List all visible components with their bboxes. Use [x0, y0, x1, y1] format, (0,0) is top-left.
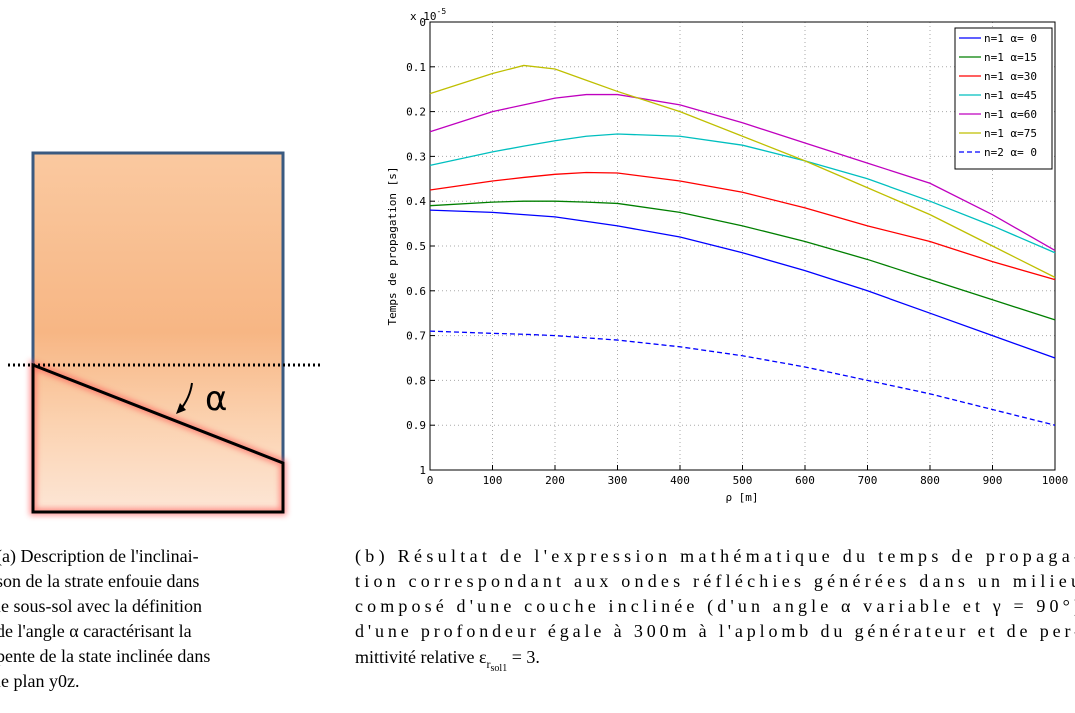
plot-frame: [429, 21, 1056, 471]
y-tick-label: 0.9: [406, 419, 426, 432]
legend-label: n=1 α=60: [984, 108, 1037, 121]
series-line: [429, 171, 1056, 281]
caption-a: (a) Description de l'inclinai-son de la …: [0, 546, 210, 691]
diagram: α: [8, 151, 320, 516]
caption-line: le sous-sol avec la définition: [0, 596, 202, 616]
caption-line: tion correspondant aux ondes réfléchies …: [355, 571, 1075, 591]
multiplier-exponent: -5: [437, 7, 447, 16]
multiplier-base: x 10: [410, 10, 437, 23]
caption-text: = 3.: [507, 647, 540, 667]
multiplier: x 10-5: [410, 7, 446, 23]
x-tick-label: 0: [427, 474, 434, 487]
x-axis-label: ρ [m]: [725, 491, 758, 504]
angle-label: α: [205, 379, 227, 419]
x-tick-label: 600: [795, 474, 815, 487]
legend-label: n=1 α= 0: [984, 32, 1037, 45]
caption-line: (a) Description de l'inclinai-: [0, 546, 199, 567]
series-line: [429, 64, 1056, 278]
y-tick-label: 0.4: [406, 195, 426, 208]
y-tick-label: 0.1: [406, 61, 426, 74]
arrow-head: [176, 403, 186, 414]
x-tick-label: 900: [983, 474, 1003, 487]
y-tick-label: 0.3: [406, 150, 426, 163]
series-line: [429, 93, 1056, 252]
caption-line: composé d'une couche inclinée (d'un angl…: [355, 596, 1075, 617]
caption-subsub: sol1: [491, 663, 508, 674]
x-tick-label: 700: [858, 474, 878, 487]
y-tick-label: 1: [419, 464, 426, 477]
stratum-box: [31, 151, 285, 514]
y-tick-label: 0.5: [406, 240, 426, 253]
series-line: [429, 209, 1056, 359]
caption-line: d'une profondeur égale à 300m à l'aplomb…: [355, 621, 1075, 641]
series-line: [429, 133, 1056, 254]
legend-box: [954, 27, 1053, 170]
x-tick-label: 400: [670, 474, 690, 487]
legend-label: n=1 α=45: [984, 89, 1037, 102]
caption-line: son de la strate enfouie dans: [0, 571, 199, 591]
caption-text: mittivité relative ε: [355, 647, 487, 667]
y-tick-label: 0.8: [406, 374, 426, 387]
y-tick-label: 0: [419, 16, 426, 29]
legend-label: n=2 α= 0: [984, 146, 1037, 159]
x-tick-label: 1000: [1042, 474, 1069, 487]
x-tick-label: 100: [483, 474, 503, 487]
caption-line: de l'angle α caractérisant la: [0, 621, 192, 641]
caption-sub: r: [487, 657, 491, 671]
x-tick-label: 300: [608, 474, 628, 487]
caption-line: pente de la state inclinée dans: [0, 646, 210, 666]
x-tick-label: 500: [733, 474, 753, 487]
legend-label: n=1 α=75: [984, 127, 1037, 140]
legend-label: n=1 α=15: [984, 51, 1037, 64]
y-axis-label: Temps de propagation [s]: [386, 167, 399, 326]
series-line: [429, 330, 1056, 426]
y-tick-label: 0.6: [406, 285, 426, 298]
inclined-layer: [31, 362, 285, 514]
y-tick-label: 0.2: [406, 106, 426, 119]
caption-line: (b) Résultat de l'expression mathématiqu…: [355, 546, 1075, 567]
caption-line: le plan y0z.: [0, 671, 79, 691]
y-tick-label: 0.7: [406, 330, 426, 343]
legend-label: n=1 α=30: [984, 70, 1037, 83]
chart: x 10-5 ρ [m] Temps de propagation [s] 0 0…: [386, 7, 1068, 504]
caption-b: mittivité relative εrsol1 = 3. (b) Résul…: [355, 546, 1075, 674]
caption-line: mittivité relative εrsol1 = 3.: [355, 647, 540, 674]
x-tick-label: 200: [545, 474, 565, 487]
series-line: [429, 200, 1056, 321]
x-tick-label: 800: [920, 474, 940, 487]
